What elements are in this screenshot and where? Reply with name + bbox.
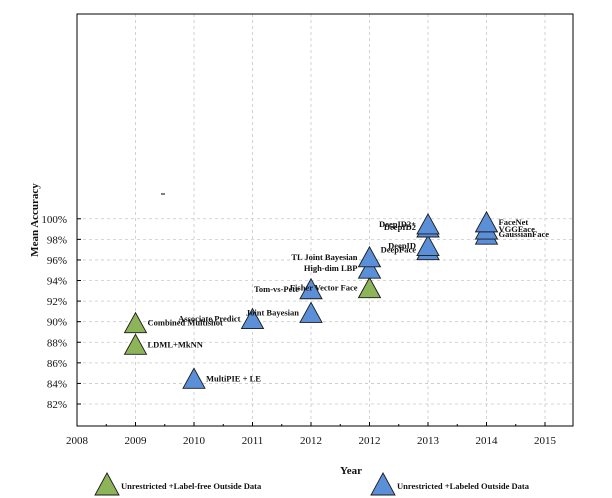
data-point-label: Tom-vs-Pete xyxy=(254,284,299,294)
data-point-label: DeepID2 xyxy=(384,222,416,232)
data-point-label: VGGFace xyxy=(499,224,536,234)
data-point-marker xyxy=(357,245,382,268)
data-point-label: DeepID2+ xyxy=(379,219,416,229)
legend: Unrestricted +Label-free Outside Data Unr… xyxy=(94,472,530,496)
legend-label: Unrestricted +Label-free Outside Data xyxy=(121,481,262,491)
data-point-label: High-dim LBP xyxy=(304,263,358,273)
x-tick-label: 2011 xyxy=(242,435,264,447)
data-point-label: DeepFace xyxy=(381,245,417,255)
data-point-label: Fisher Vector Face xyxy=(290,283,358,293)
data-points: Combined Multishot LDML+MkNN Fisher Vector… xyxy=(123,210,550,389)
legend-label: Unrestricted +Labeled Outside Data xyxy=(397,481,530,491)
y-tick-label: 86% xyxy=(47,358,67,370)
y-tick-label: 88% xyxy=(47,337,67,349)
x-tick-label: 2010 xyxy=(183,435,206,447)
axis-ticks: 82% 84% 86% 88% 90% 92% 94% 96% 98% 100% 2008 2009 2… xyxy=(41,214,556,447)
data-point-label: Associate Predict xyxy=(178,314,241,324)
y-tick-label: 96% xyxy=(47,255,67,267)
data-point-marker xyxy=(416,212,440,235)
data-point-marker xyxy=(123,311,148,334)
data-point-marker xyxy=(123,333,148,355)
plot-frame xyxy=(76,13,574,427)
x-tick-label: 2012 xyxy=(359,435,381,447)
data-point-label: LDML+MkNN xyxy=(148,339,204,349)
data-point-label: FaceNet xyxy=(499,217,529,227)
y-tick-label: 98% xyxy=(47,234,67,246)
x-axis-title: Year xyxy=(340,465,362,477)
x-tick-label: 2014 xyxy=(476,435,499,447)
grid xyxy=(77,14,573,426)
y-tick-label: 84% xyxy=(47,378,67,390)
data-point-label: DeepID xyxy=(388,241,416,251)
data-point-label: Joint Bayesian xyxy=(246,307,299,317)
data-point-label: GaussianFace xyxy=(499,229,550,239)
data-point-marker xyxy=(357,276,382,299)
y-tick-label: 90% xyxy=(47,317,67,329)
data-point-marker xyxy=(416,234,440,256)
data-point-label: MultiPIE + LE xyxy=(206,373,261,383)
y-tick-label: 82% xyxy=(47,399,67,411)
x-tick-label: 2009 xyxy=(125,435,148,447)
data-point-marker xyxy=(182,367,206,389)
data-point-marker xyxy=(474,210,499,233)
x-tick-label: 2015 xyxy=(534,435,557,447)
y-tick-label: 92% xyxy=(47,296,67,308)
y-tick-label: 94% xyxy=(47,276,67,288)
y-axis-title: Mean Accuracy xyxy=(29,183,41,257)
data-point-marker xyxy=(240,307,265,330)
x-tick-label: 2012 xyxy=(300,435,322,447)
data-point-marker xyxy=(357,257,382,279)
y-tick-label: 100% xyxy=(41,214,67,226)
data-point-marker xyxy=(299,277,323,300)
data-point-label: Combined Multishot xyxy=(148,318,223,328)
x-tick-label: 2013 xyxy=(417,435,440,447)
data-point-label: TL Joint Bayesian xyxy=(291,252,357,262)
legend-marker xyxy=(370,472,396,496)
legend-marker xyxy=(94,472,120,496)
data-point-marker xyxy=(299,301,323,323)
x-tick-label: 2008 xyxy=(66,435,89,447)
